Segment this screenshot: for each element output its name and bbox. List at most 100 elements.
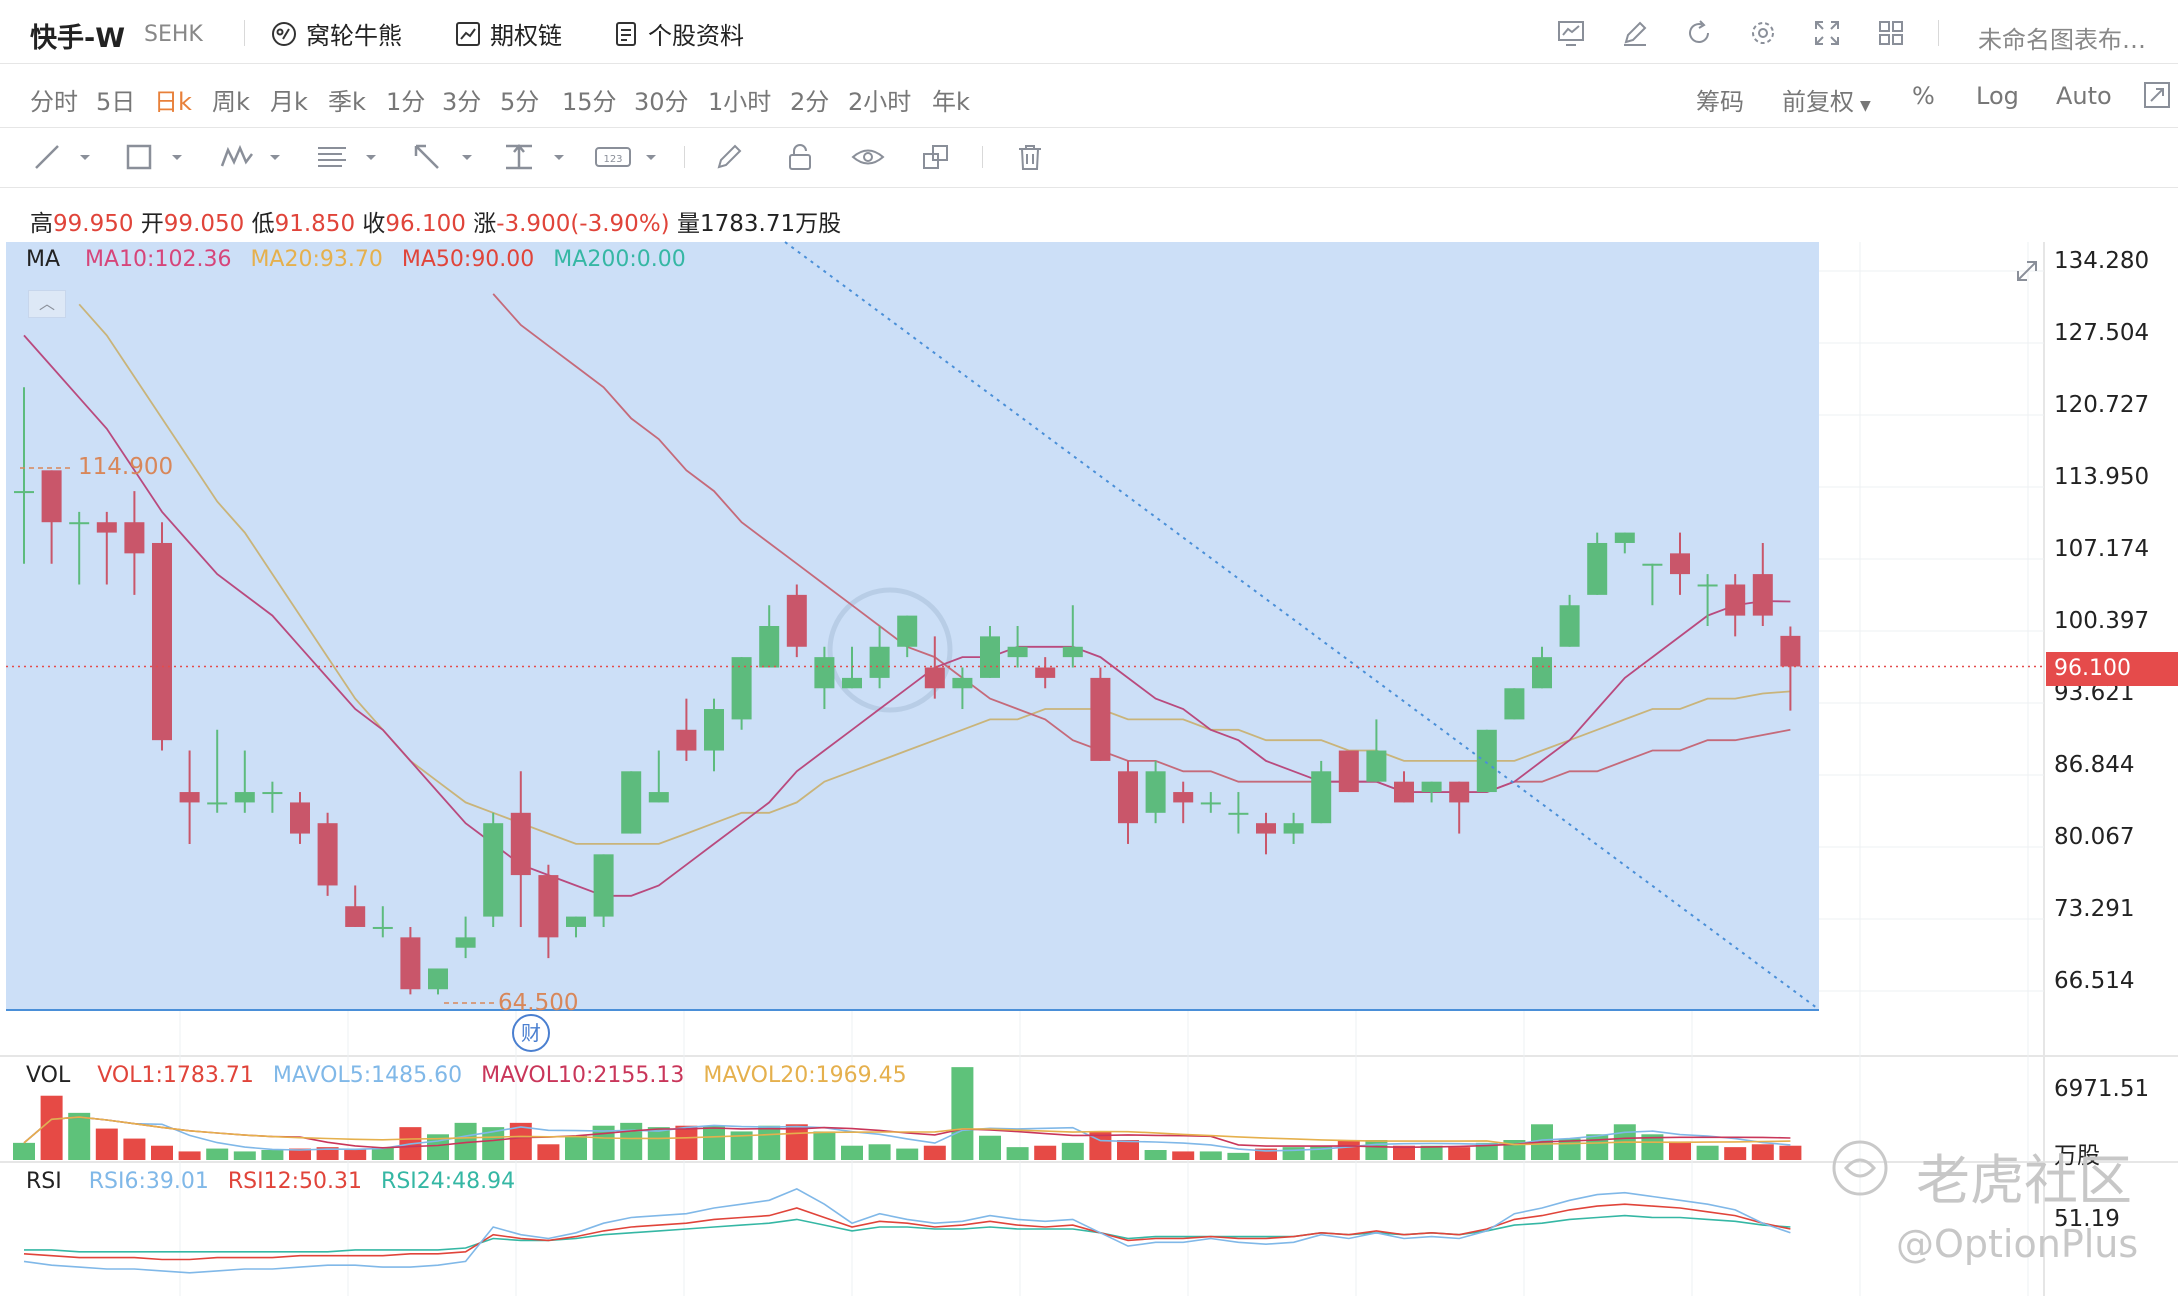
high-mark-label: 114.900 <box>78 454 174 480</box>
period-1[interactable]: 5日 <box>96 88 136 116</box>
candle-body <box>14 491 34 494</box>
auto-toggle[interactable]: Auto <box>2056 82 2112 110</box>
vol-legend: VOL VOL1:1783.71 MAVOL5:1485.60 MAVOL10:… <box>26 1063 907 1088</box>
volume-bar <box>675 1125 698 1160</box>
period-12[interactable]: 2分 <box>790 88 830 116</box>
candle-body <box>372 926 393 929</box>
indicator-icon[interactable] <box>1556 18 1586 48</box>
measure-icon[interactable] <box>502 142 568 172</box>
price-axis-label: 120.727 <box>2054 392 2150 418</box>
rsi-axis-value: 51.19 <box>2054 1206 2120 1232</box>
low-value: 91.850 <box>274 211 356 237</box>
refresh-icon[interactable] <box>1684 18 1714 48</box>
settings-icon[interactable] <box>1748 18 1778 48</box>
period-9[interactable]: 15分 <box>562 88 617 116</box>
change-label: 涨 <box>473 211 497 237</box>
log-toggle[interactable]: Log <box>1976 82 2019 110</box>
candle-body <box>759 626 780 668</box>
rectangle-icon[interactable] <box>124 142 184 172</box>
candle-body <box>952 677 973 689</box>
high-label: 高 <box>30 211 53 237</box>
candle-body <box>648 792 669 803</box>
trendline-icon[interactable] <box>32 142 92 172</box>
vol1-value: VOL1:1783.71 <box>97 1063 254 1088</box>
rsi6-value: RSI6:39.01 <box>88 1169 209 1194</box>
maximize-pane-icon[interactable] <box>2012 256 2042 286</box>
layout-name-button[interactable]: 未命名图表布… <box>1978 26 2146 54</box>
volume-bar <box>1751 1144 1774 1160</box>
period-7[interactable]: 3分 <box>442 88 482 116</box>
volume-bar <box>703 1125 725 1160</box>
exchange-label: SEHK <box>144 22 203 47</box>
candle-body <box>1449 781 1470 803</box>
candle-body <box>1614 532 1635 543</box>
document-icon <box>616 21 636 46</box>
volume-bar <box>151 1145 173 1160</box>
pattern-icon[interactable] <box>218 142 284 172</box>
tab-company-profile-label: 个股资料 <box>648 22 744 50</box>
candle-body <box>234 792 255 803</box>
period-6[interactable]: 1分 <box>386 88 426 116</box>
volume-bar <box>813 1131 836 1160</box>
fullscreen-icon[interactable] <box>1812 18 1842 48</box>
candle-body <box>345 906 366 927</box>
option-chain-icon <box>456 21 480 46</box>
grid-layout-icon[interactable] <box>1876 18 1906 48</box>
candle-body <box>262 792 283 795</box>
tab-company-profile[interactable]: 个股资料 <box>612 16 744 51</box>
period-3[interactable]: 周k <box>212 88 250 116</box>
rsi6-line <box>23 1188 1791 1274</box>
volume-bar <box>730 1131 753 1160</box>
trendline <box>784 241 1818 1009</box>
volume-bar <box>1255 1148 1277 1160</box>
adjust-mode-dropdown[interactable]: 前复权 ▼ <box>1782 82 1871 117</box>
chip-distribution-button[interactable]: 筹码 <box>1696 88 1744 116</box>
period-10[interactable]: 30分 <box>634 88 689 116</box>
rsi24-value: RSI24:48.94 <box>381 1169 516 1194</box>
volume-bar <box>537 1144 560 1160</box>
label-123-icon[interactable]: 123 <box>594 142 660 172</box>
earnings-event-badge[interactable]: 财 <box>512 1014 550 1052</box>
period-2[interactable]: 日k <box>154 88 192 116</box>
period-13[interactable]: 2小时 <box>848 88 912 116</box>
candle-body <box>1504 688 1525 720</box>
pencil-icon[interactable] <box>714 142 746 172</box>
candle-body <box>676 729 697 751</box>
clone-icon[interactable] <box>920 142 952 172</box>
candle-body <box>1228 812 1249 815</box>
volume-bar <box>923 1145 946 1160</box>
trash-icon[interactable] <box>1014 142 1046 172</box>
eye-icon[interactable] <box>850 142 886 172</box>
period-0[interactable]: 分时 <box>30 88 78 116</box>
volume-bar <box>233 1151 256 1160</box>
expand-icon[interactable] <box>2142 80 2172 110</box>
period-14[interactable]: 年k <box>932 88 970 116</box>
period-5[interactable]: 季k <box>328 88 366 116</box>
ma10-value: MA10:102.36 <box>85 247 232 272</box>
candle-body <box>41 470 62 523</box>
volume-bar <box>647 1127 670 1160</box>
candle-body <box>1752 574 1773 616</box>
ma200-value: MA200:0.00 <box>553 247 686 272</box>
candle-body <box>1118 771 1138 824</box>
arrow-icon[interactable] <box>410 142 476 172</box>
mavol20-value: MAVOL20:1969.45 <box>703 1063 907 1088</box>
ma-legend: MA MA10:102.36 MA20:93.70 MA50:90.00 MA2… <box>26 247 686 272</box>
volume-bar <box>371 1147 394 1160</box>
percent-toggle[interactable]: % <box>1912 82 1935 110</box>
svg-text:123: 123 <box>603 154 622 165</box>
candle-body <box>566 916 586 927</box>
period-11[interactable]: 1小时 <box>708 88 772 116</box>
edit-icon[interactable] <box>1620 18 1650 48</box>
lock-icon[interactable] <box>784 142 816 172</box>
fib-icon[interactable] <box>314 142 380 172</box>
collapse-legend-button[interactable]: ︿ <box>28 290 66 318</box>
period-8[interactable]: 5分 <box>500 88 540 116</box>
volume-bar <box>1724 1147 1747 1160</box>
candle-body <box>1145 771 1166 813</box>
volume-bar <box>1779 1145 1802 1160</box>
tab-option-chain[interactable]: 期权链 <box>454 16 562 51</box>
tab-warrants[interactable]: 窝轮牛熊 <box>270 16 402 51</box>
period-4[interactable]: 月k <box>270 88 308 116</box>
